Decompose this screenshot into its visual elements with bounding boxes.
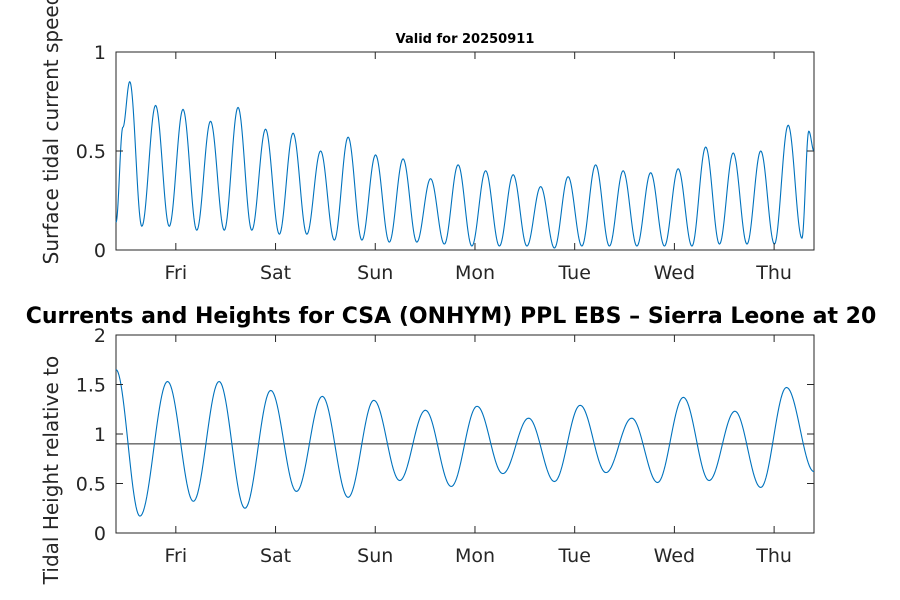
x-tick-label: Thu [755,545,792,567]
y-tick-label: 1 [94,424,106,446]
x-tick-label: Mon [455,545,495,567]
y-tick-label: 0 [94,240,106,262]
y-tick-label: 2 [94,325,106,347]
x-tick-label: Sun [357,545,393,567]
x-tick-label: Thu [755,262,792,284]
y-axis-label: Surface tidal current speed, kn [39,0,63,264]
y-tick-label: 0.5 [76,474,106,496]
y-tick-label: 1.5 [76,375,106,397]
x-tick-label: Sat [260,262,291,284]
y-tick-label: 0 [94,523,106,545]
x-tick-label: Tue [557,262,590,284]
x-tick-label: Mon [455,262,495,284]
x-tick-label: Wed [654,545,695,567]
figure-title: Currents and Heights for CSA (ONHYM) PPL… [26,304,877,329]
x-tick-label: Tue [557,545,590,567]
plot-area [115,51,815,251]
x-tick-label: Fri [165,545,188,567]
x-tick-label: Wed [654,262,695,284]
y-tick-label: 0.5 [76,141,106,163]
series-line [115,369,815,517]
panel-title: Valid for 20250911 [396,32,535,47]
current-speed-panel: 0 0.5 1 Fri Sat Sun Mon Tue Wed Thu Valid for 2025… [39,0,815,284]
x-tick-label: Sat [260,545,291,567]
plot-area [115,334,815,534]
x-tick-label: Sun [357,262,393,284]
y-tick-label: 1 [94,42,106,64]
tidal-height-panel: 0 0.5 1 1.5 2 Fri Sat Sun Mon Tue Wed Thu Tidal Heig… [39,325,815,585]
x-tick-label: Fri [165,262,188,284]
series-line [115,80,815,249]
y-axis-label: Tidal Height relative to [39,356,63,585]
